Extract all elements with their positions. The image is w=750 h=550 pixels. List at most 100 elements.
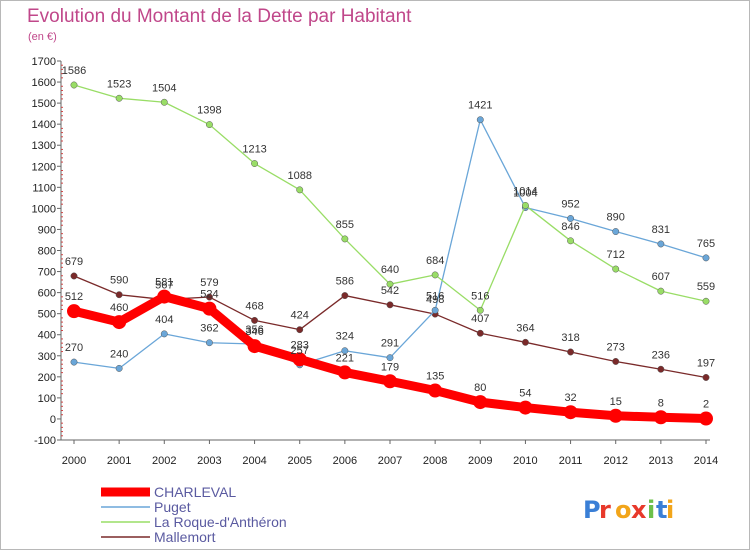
proxiti-logo: Pr o x i ti (583, 496, 674, 524)
y-tick-label: 400 (38, 330, 56, 342)
series-point (205, 293, 213, 301)
series-point (296, 186, 304, 194)
data-label: 512 (65, 291, 83, 303)
data-label: 236 (652, 349, 670, 361)
data-label: 356 (245, 324, 263, 336)
series-point (67, 304, 81, 319)
series-point (341, 292, 349, 300)
data-label: 1088 (287, 170, 311, 182)
data-label: 567 (155, 280, 173, 292)
y-tick-label: 1200 (32, 161, 56, 173)
series-point (702, 254, 710, 262)
series-point (612, 265, 620, 273)
series-point (341, 347, 349, 355)
x-tick-label: 2002 (152, 455, 176, 467)
logo-letter: r (599, 496, 611, 524)
data-label: 404 (155, 314, 173, 326)
series-layer (67, 81, 713, 426)
data-label: 197 (697, 357, 715, 369)
data-label: 1004 (513, 188, 537, 200)
data-label: 179 (381, 361, 399, 373)
series-point (657, 365, 665, 373)
series-point (341, 235, 349, 243)
y-tick-label: 100 (38, 393, 56, 405)
data-label: 135 (426, 371, 444, 383)
y-tick-label: 300 (38, 351, 56, 363)
logo-letter: i (666, 496, 674, 524)
data-label: 8 (658, 397, 664, 409)
data-label: 364 (516, 322, 534, 334)
data-label: 498 (426, 294, 444, 306)
data-label: 2 (703, 399, 709, 411)
data-label: 542 (381, 285, 399, 297)
y-tick-label: -100 (34, 435, 56, 447)
data-label: 1504 (152, 82, 176, 94)
data-label: 516 (471, 290, 489, 302)
data-label: 607 (652, 271, 670, 283)
x-tick-label: 2001 (107, 455, 131, 467)
series-point (476, 116, 484, 124)
data-label: 460 (110, 302, 128, 314)
y-tick-label: 1000 (32, 203, 56, 215)
data-label: 890 (607, 212, 625, 224)
series-point (699, 411, 713, 426)
data-label: 586 (336, 276, 354, 288)
data-label: 952 (561, 198, 579, 210)
series-point (612, 228, 620, 236)
series-line (73, 119, 707, 370)
data-label: 684 (426, 255, 444, 267)
y-tick-label: 1100 (32, 182, 56, 194)
data-label: 581 (155, 277, 173, 289)
series-point (70, 272, 78, 280)
y-tick-label: 0 (50, 414, 56, 426)
series-point (160, 98, 168, 106)
data-label: 324 (336, 331, 354, 343)
data-label: 362 (200, 323, 218, 335)
chart-subtitle: (en €) (28, 31, 57, 43)
series-point (563, 405, 578, 420)
logo-letter: t (656, 496, 667, 524)
series-point (702, 297, 710, 305)
data-label: 846 (561, 221, 579, 233)
series-point (518, 400, 533, 415)
x-tick-label: 2014 (694, 455, 718, 467)
series-point (157, 289, 172, 304)
axes: -100 0 100 200 300 400 500 600 700 800 900 1000 1100… (32, 56, 719, 467)
series-point (70, 358, 78, 366)
y-tick-label: 800 (38, 246, 56, 258)
data-label: 640 (381, 264, 399, 276)
series-point (386, 301, 394, 309)
data-label: 424 (291, 310, 309, 322)
chart-title: Evolution du Montant de la Dette par Hab… (27, 6, 412, 27)
series-point (251, 316, 259, 324)
data-label: 712 (607, 249, 625, 261)
y-tick-label: 600 (38, 288, 56, 300)
series-point (70, 81, 78, 89)
data-label: 346 (245, 326, 263, 338)
data-label: 291 (381, 338, 399, 350)
data-label: 1523 (107, 78, 131, 90)
y-tick-label: 700 (38, 267, 56, 279)
y-tick-label: 1600 (32, 77, 56, 89)
x-tick-label: 2004 (242, 455, 266, 467)
x-tick-label: 2003 (197, 455, 221, 467)
series-point (702, 374, 710, 381)
series-point (567, 348, 575, 356)
series-point (115, 364, 123, 372)
data-label: 579 (200, 277, 218, 289)
series-point (296, 326, 304, 334)
series-point (115, 94, 123, 102)
x-tick-label: 2010 (513, 455, 537, 467)
series-point (521, 338, 529, 346)
logo-letter: P (583, 496, 601, 524)
data-label: 240 (110, 348, 128, 360)
series-point (251, 160, 259, 167)
series-point (205, 121, 213, 129)
data-label: 765 (697, 238, 715, 250)
x-tick-label: 2000 (62, 455, 86, 467)
data-label: 80 (474, 382, 486, 394)
series-point (292, 352, 307, 367)
data-label: 590 (110, 275, 128, 287)
series-point (337, 365, 352, 380)
